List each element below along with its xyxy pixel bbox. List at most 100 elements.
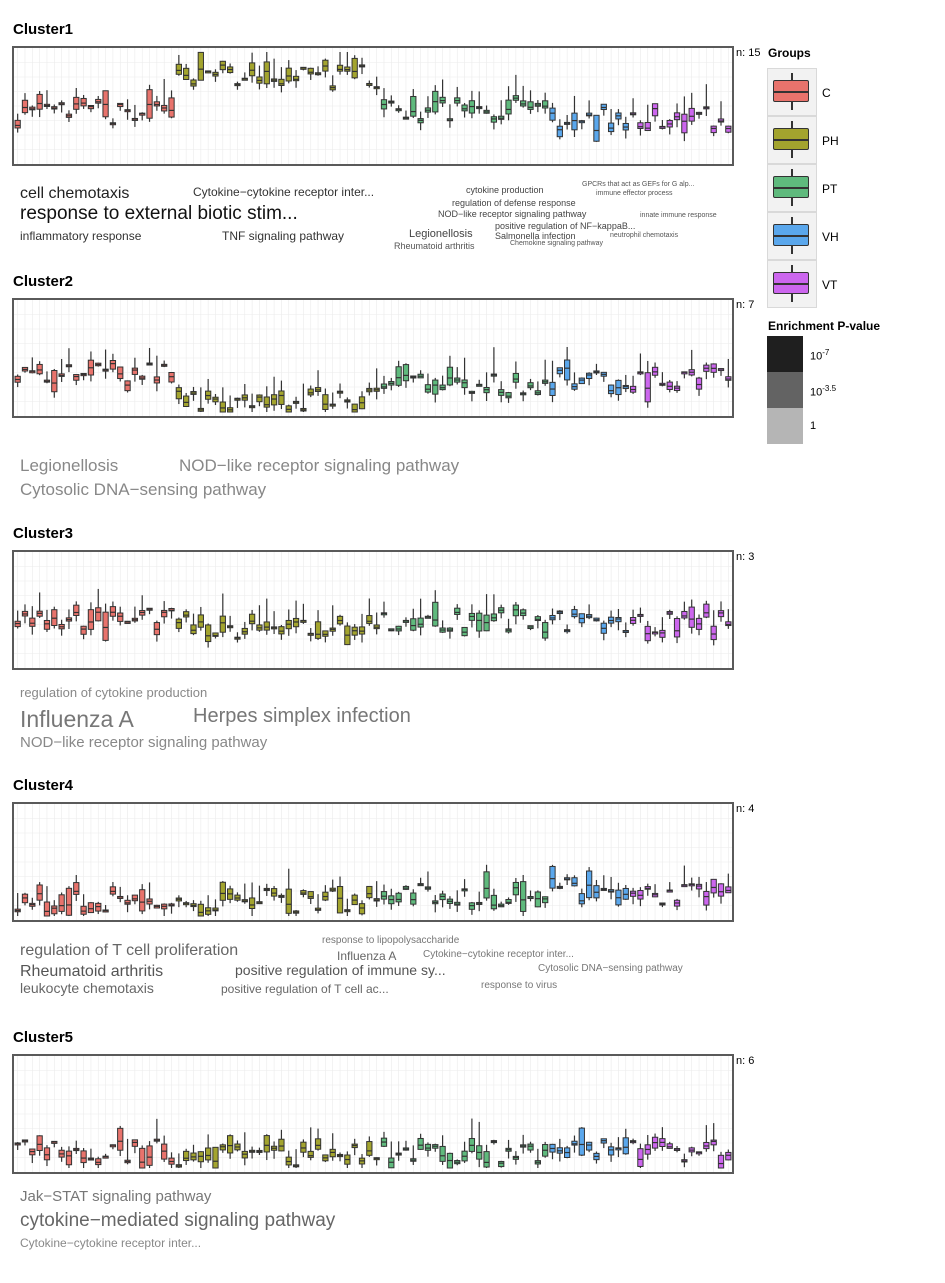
box-vh (556, 119, 563, 140)
box-pt (461, 879, 468, 897)
box-vt (703, 1125, 710, 1152)
box-body (270, 888, 278, 897)
box-vt (688, 599, 695, 634)
box-c (153, 355, 161, 392)
box-body (578, 893, 585, 905)
pvalue-label-mid: 10-3.5 (810, 384, 837, 399)
box-vt (666, 379, 673, 393)
box-vh (593, 363, 600, 375)
box-body (585, 870, 593, 899)
box-vt (637, 1143, 644, 1168)
box-body (131, 894, 139, 902)
box-body (80, 905, 87, 915)
box-vh (578, 613, 585, 628)
box-c (58, 619, 65, 636)
box-pt (461, 626, 468, 637)
box-pt (402, 617, 410, 627)
box-ph (190, 613, 197, 636)
box-c (58, 1146, 65, 1162)
box-ph (226, 885, 234, 904)
enriched-term: NOD−like receptor signaling pathway (20, 734, 268, 751)
box-body (490, 894, 498, 910)
box-vh (607, 109, 615, 136)
box-ph (344, 397, 351, 409)
box-ph (366, 598, 373, 626)
box-ph (278, 67, 285, 93)
box-ph (373, 368, 380, 400)
box-pt (505, 391, 512, 403)
box-c (14, 893, 21, 916)
box-ph (285, 868, 292, 916)
box-body (153, 622, 161, 636)
box-body (673, 618, 681, 638)
box-body (607, 1146, 615, 1156)
box-vt (666, 119, 673, 135)
box-ph (366, 885, 373, 900)
box-body (36, 1135, 43, 1152)
box-c (65, 609, 73, 629)
box-vh (564, 1145, 571, 1159)
box-ph (263, 1134, 270, 1161)
box-ph (329, 75, 336, 92)
box-body (263, 61, 270, 85)
boxplot-panel (12, 46, 734, 166)
box-pt (395, 360, 402, 387)
box-body (585, 1141, 593, 1151)
box-vt (710, 363, 717, 378)
box-pt (527, 378, 534, 391)
box-pt (520, 390, 527, 402)
box-body (117, 612, 124, 622)
enriched-term: leukocyte chemotaxis (20, 980, 154, 996)
box-body (622, 1137, 629, 1155)
box-c (139, 595, 146, 620)
box-body (549, 865, 556, 889)
box-ph (175, 617, 182, 633)
box-pt (520, 1134, 527, 1154)
box-ph (175, 54, 182, 76)
boxplot-panel (12, 298, 734, 418)
box-c (139, 374, 146, 385)
boxplot-svg (14, 804, 732, 920)
box-body (14, 119, 21, 129)
box-vh (578, 888, 585, 908)
box-ph (234, 632, 241, 643)
box-body (292, 75, 300, 82)
legend-key-vh (767, 212, 817, 260)
box-pt (476, 1121, 483, 1168)
n-label: n: 4 (736, 803, 755, 815)
box-vh (564, 115, 571, 130)
box-body (651, 103, 659, 117)
box-body (710, 878, 717, 894)
box-body (322, 630, 329, 637)
box-pt (483, 1144, 490, 1168)
box-c (139, 112, 146, 121)
box-ph (190, 386, 197, 401)
box-pt (476, 891, 483, 912)
box-body (461, 626, 468, 637)
enriched-term: Legionellosis (20, 456, 119, 475)
box-vt (725, 873, 732, 894)
box-body (278, 1138, 285, 1152)
box-ph (256, 65, 263, 90)
box-ph (256, 394, 263, 407)
box-ph (314, 370, 322, 396)
box-body (51, 905, 58, 915)
box-vt (710, 125, 717, 137)
box-ph (329, 605, 336, 636)
box-body (80, 97, 87, 107)
box-body (80, 1150, 87, 1164)
box-body (681, 113, 688, 134)
box-body (410, 892, 417, 905)
box-body (205, 624, 212, 643)
box-c (73, 87, 80, 114)
box-body (461, 379, 468, 389)
box-body (183, 1150, 190, 1162)
box-vt (651, 362, 659, 378)
box-c (21, 1139, 29, 1146)
box-body (380, 891, 388, 900)
box-pt (395, 1141, 402, 1161)
box-c (51, 606, 58, 629)
box-body (366, 1141, 373, 1156)
box-body (278, 78, 285, 86)
box-vh (622, 116, 629, 139)
